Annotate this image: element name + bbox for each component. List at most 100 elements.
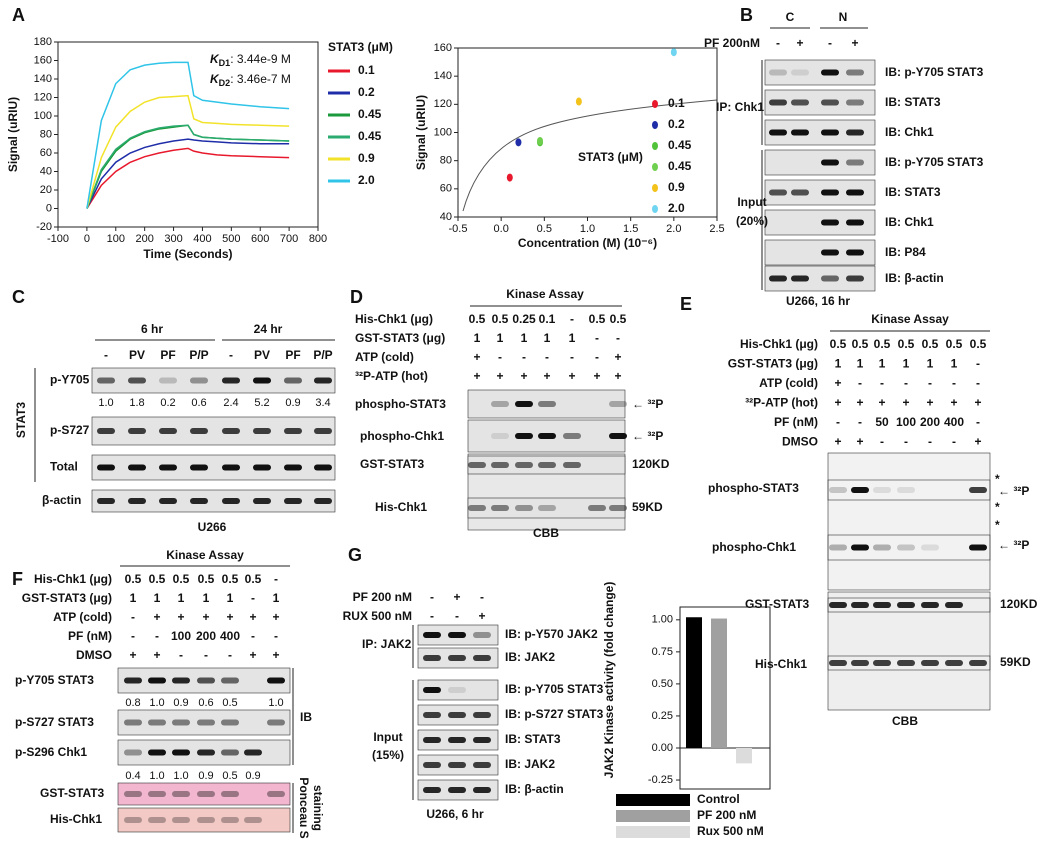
plot-frame bbox=[679, 606, 771, 790]
label: PF bbox=[285, 348, 300, 362]
band bbox=[314, 428, 332, 434]
band bbox=[172, 677, 190, 684]
label: - bbox=[204, 648, 208, 662]
band bbox=[609, 433, 627, 439]
band bbox=[124, 817, 142, 823]
label: Concentration (M) (10⁻⁶) bbox=[518, 236, 657, 250]
band bbox=[423, 687, 441, 693]
label: F bbox=[12, 569, 23, 589]
label: IB: p-Y705 STAT3 bbox=[505, 682, 604, 696]
label: - bbox=[952, 435, 956, 449]
label: 0.1 bbox=[539, 312, 556, 326]
band bbox=[222, 498, 240, 504]
label: + bbox=[856, 396, 863, 410]
bar bbox=[686, 617, 702, 748]
band bbox=[897, 544, 915, 551]
label: - bbox=[480, 590, 484, 604]
label: + bbox=[202, 610, 209, 624]
band bbox=[267, 719, 285, 726]
series-line bbox=[86, 61, 290, 209]
band bbox=[515, 433, 533, 439]
band bbox=[221, 719, 239, 726]
band bbox=[846, 275, 864, 282]
label: 80 bbox=[440, 155, 452, 167]
band bbox=[314, 498, 332, 504]
label: Signal (uRIU) bbox=[6, 97, 20, 172]
label: U266 bbox=[198, 520, 227, 534]
label: IB: P84 bbox=[885, 245, 926, 259]
band bbox=[821, 99, 839, 106]
band bbox=[846, 129, 864, 136]
label: 140 bbox=[34, 73, 52, 85]
label: phospho-Chk1 bbox=[712, 540, 796, 554]
legend-swatch bbox=[652, 184, 658, 192]
band bbox=[829, 660, 847, 666]
symbol: K bbox=[210, 72, 220, 86]
label: - bbox=[522, 350, 526, 364]
label: Signal (uRIU) bbox=[414, 95, 428, 170]
label: 0.9 bbox=[173, 697, 188, 709]
label: 0.2 bbox=[668, 117, 685, 131]
label: 6 hr bbox=[141, 322, 163, 336]
label: * bbox=[995, 472, 1000, 486]
label: 120 bbox=[34, 91, 52, 103]
label: p-S727 bbox=[50, 423, 90, 437]
label: His-Chk1 (μg) bbox=[355, 312, 433, 326]
label: + bbox=[272, 610, 279, 624]
band bbox=[197, 817, 215, 823]
band bbox=[791, 275, 809, 282]
label: + bbox=[926, 396, 933, 410]
band bbox=[851, 660, 869, 666]
band bbox=[897, 487, 915, 493]
band bbox=[897, 660, 915, 666]
band bbox=[846, 189, 864, 196]
label: + bbox=[153, 610, 160, 624]
label: Kinase Assay bbox=[166, 548, 244, 562]
band bbox=[846, 219, 864, 226]
label: * bbox=[995, 518, 1000, 532]
label: 160 bbox=[34, 54, 52, 66]
label: N bbox=[839, 10, 848, 24]
band bbox=[473, 655, 491, 661]
label: 1 bbox=[203, 591, 210, 605]
label: IB bbox=[300, 710, 312, 724]
band bbox=[284, 428, 302, 434]
band bbox=[124, 719, 142, 726]
label: -20 bbox=[36, 221, 52, 233]
label: 0.5 bbox=[946, 337, 963, 351]
bar bbox=[736, 747, 752, 764]
label: 0.25 bbox=[652, 710, 673, 722]
band bbox=[244, 817, 262, 823]
band bbox=[969, 660, 987, 666]
band bbox=[253, 464, 271, 471]
band bbox=[128, 498, 146, 504]
band bbox=[945, 660, 963, 666]
band bbox=[253, 498, 271, 504]
band bbox=[791, 69, 809, 76]
legend-swatch bbox=[652, 142, 658, 150]
label: 0.2 bbox=[160, 397, 175, 409]
label: IB: p-Y570 JAK2 bbox=[505, 627, 598, 641]
label: + bbox=[568, 369, 575, 383]
label: + bbox=[473, 350, 480, 364]
label: 40 bbox=[440, 211, 452, 223]
label: - bbox=[179, 648, 183, 662]
band bbox=[423, 737, 441, 743]
label: - bbox=[904, 376, 908, 390]
label: 80 bbox=[40, 128, 52, 140]
band bbox=[538, 505, 556, 511]
band bbox=[851, 602, 869, 608]
label: + bbox=[974, 435, 981, 449]
label: ³²P-ATP (hot) bbox=[355, 369, 428, 383]
band bbox=[829, 487, 847, 493]
label: - bbox=[430, 609, 434, 623]
annotation-text: : 3.44e-9 M bbox=[230, 52, 291, 66]
band bbox=[609, 505, 627, 511]
band bbox=[873, 487, 891, 493]
band bbox=[491, 505, 509, 511]
band bbox=[821, 129, 839, 136]
label: A bbox=[12, 5, 25, 25]
label: 140 bbox=[434, 70, 452, 82]
label: + bbox=[153, 648, 160, 662]
label: ATP (cold) bbox=[759, 376, 818, 390]
